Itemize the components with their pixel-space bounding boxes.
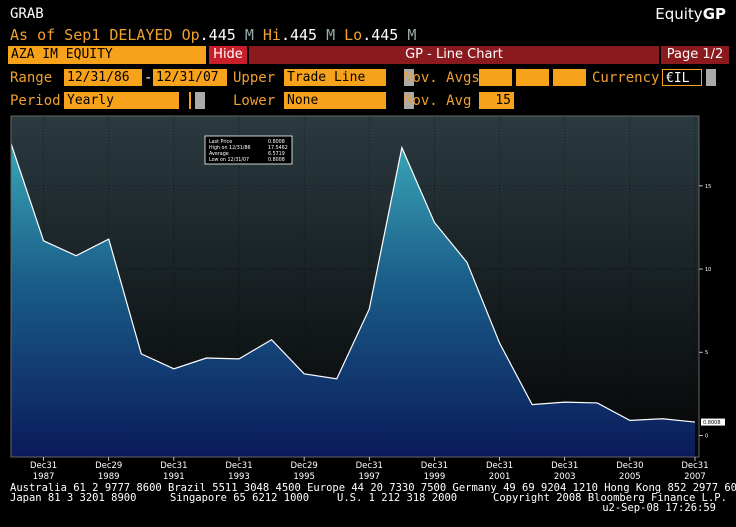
high-value: .445 xyxy=(280,26,318,44)
range-start-field[interactable]: 12/31/86 xyxy=(64,69,142,86)
movavg-label: Mov. Avg xyxy=(404,93,472,109)
y-tick-label: 5 xyxy=(705,350,708,356)
low-label: Lo xyxy=(344,26,363,44)
y-tick-label: 0 xyxy=(705,433,708,439)
movavg-2-field[interactable] xyxy=(516,69,549,86)
y-tick-label: 10 xyxy=(705,267,711,273)
page-indicator: Page 1/2 xyxy=(661,46,729,64)
range-end-field[interactable]: 12/31/07 xyxy=(153,69,227,86)
hide-button[interactable]: Hide xyxy=(209,46,247,64)
period-value: Yearly xyxy=(64,92,191,109)
open-unit: M xyxy=(244,26,254,44)
x-tick-label-bottom: 1997 xyxy=(358,472,380,482)
period-dropdown-arrow[interactable] xyxy=(179,92,189,109)
footer-copyright: Copyright 2008 Bloomberg Finance L.P. xyxy=(493,492,727,504)
brand-prefix: Equity xyxy=(655,5,703,23)
legend-low-value: 0.8008 xyxy=(268,157,285,163)
range-separator: - xyxy=(144,70,153,86)
x-tick-label-bottom: 1989 xyxy=(98,472,120,482)
lower-dropdown[interactable]: None xyxy=(284,92,414,109)
legend-last-value: 0.8008 xyxy=(268,139,285,145)
y-tick-label: 15 xyxy=(705,184,711,190)
legend-high-label: High on 12/31/86 xyxy=(209,145,251,151)
x-tick-label-bottom: 2003 xyxy=(554,472,576,482)
period-label: Period xyxy=(10,93,61,109)
x-tick-label-top: Dec31 xyxy=(160,461,187,471)
legend-high-value: 17.5462 xyxy=(268,145,288,151)
as-of-text: As of Sep1 DELAYED xyxy=(10,26,173,44)
price-line xyxy=(10,143,696,423)
x-tick-label-top: Dec31 xyxy=(225,461,252,471)
legend-avg-label: Average xyxy=(209,151,229,157)
movavg-3-field[interactable] xyxy=(553,69,586,86)
legend-avg-value: 6.5719 xyxy=(268,151,285,157)
legend-last-label: Last Price xyxy=(209,139,232,145)
security-field[interactable]: AZA IM EQUITY xyxy=(8,46,206,64)
high-label: Hi xyxy=(262,26,281,44)
x-tick-label-bottom: 1999 xyxy=(424,472,446,482)
x-tick-label-top: Dec31 xyxy=(486,461,513,471)
movavg-period-field[interactable]: 15 xyxy=(479,92,514,109)
x-tick-label-bottom: 2005 xyxy=(619,472,641,482)
upper-label: Upper xyxy=(233,70,276,86)
movavgs-label: Mov. Avgs xyxy=(404,70,480,86)
period-dropdown[interactable]: Yearly xyxy=(64,92,205,109)
price-area xyxy=(10,143,696,457)
period-scroll[interactable] xyxy=(195,92,205,109)
x-tick-label-bottom: 1991 xyxy=(163,472,185,482)
x-tick-label-bottom: 1995 xyxy=(293,472,315,482)
x-tick-label-top: Dec29 xyxy=(291,461,318,471)
x-tick-label-top: Dec31 xyxy=(356,461,383,471)
currency-value: €IL xyxy=(662,69,702,86)
lower-value: None xyxy=(284,92,386,109)
plot-frame xyxy=(10,115,700,458)
low-unit: M xyxy=(407,26,417,44)
x-axis: Dec311987Dec291989Dec311991Dec311993Dec2… xyxy=(30,457,709,482)
x-tick-label-top: Dec31 xyxy=(551,461,578,471)
currency-label: Currency xyxy=(592,70,660,86)
range-label: Range xyxy=(10,70,53,86)
footer-phones-japan: Japan 81 3 3201 8900 xyxy=(10,492,137,504)
x-tick-label-top: Dec31 xyxy=(421,461,448,471)
currency-dropdown[interactable]: €IL xyxy=(662,69,716,86)
last-price-tag-text: 0.8008 xyxy=(703,420,721,426)
legend-low-label: Low on 12/31/07 xyxy=(209,157,249,163)
y-axis: 0 5 10 15 xyxy=(699,184,711,439)
lower-dropdown-arrow[interactable] xyxy=(388,92,398,109)
footer-phones-us: U.S. 1 212 318 2000 xyxy=(337,492,458,504)
x-tick-label-top: Dec31 xyxy=(681,461,708,471)
x-tick-label-bottom: 2007 xyxy=(684,472,706,482)
function-title: GP - Line Chart xyxy=(405,47,503,62)
x-tick-label-top: Dec29 xyxy=(95,461,122,471)
upper-dropdown-arrow[interactable] xyxy=(388,69,398,86)
high-unit: M xyxy=(326,26,336,44)
x-tick-label-bottom: 1993 xyxy=(228,472,250,482)
upper-dropdown-value: Trade Line xyxy=(284,69,386,86)
currency-scroll[interactable] xyxy=(706,69,716,86)
brand-suffix: GP xyxy=(702,5,726,23)
quote-line: As of Sep1 DELAYED Op.445 M Hi.445 M Lo.… xyxy=(10,26,416,44)
footer-phones-line1: Australia 61 2 9777 8600 Brazil 5511 304… xyxy=(10,482,736,494)
open-label: Op xyxy=(181,26,200,44)
open-value: .445 xyxy=(199,26,236,44)
footer-timestamp: u2-Sep-08 17:26:59 xyxy=(602,502,716,514)
x-tick-label-bottom: 2001 xyxy=(489,472,511,482)
footer-phones-singapore: Singapore 65 6212 1000 xyxy=(170,492,310,504)
title-bar: GP - Line Chart xyxy=(249,46,659,64)
x-tick-label-top: Dec31 xyxy=(30,461,57,471)
lower-scroll[interactable] xyxy=(404,92,414,109)
upper-dropdown[interactable]: Trade Line xyxy=(284,69,414,86)
x-tick-label-top: Dec30 xyxy=(616,461,643,471)
low-value: .445 xyxy=(362,26,399,44)
movavg-1-field[interactable] xyxy=(479,69,512,86)
price-area-fill xyxy=(11,143,695,457)
lower-label: Lower xyxy=(233,93,276,109)
upper-dropdown-scroll[interactable] xyxy=(404,69,414,86)
ticker-code: GRAB xyxy=(10,6,44,22)
last-price-tag: 0.8008 xyxy=(701,418,725,426)
x-tick-label-bottom: 1987 xyxy=(33,472,55,482)
brand-logo: EquityGP xyxy=(655,5,726,23)
stats-legend: Last Price 0.8008 High on 12/31/86 17.54… xyxy=(204,135,293,165)
